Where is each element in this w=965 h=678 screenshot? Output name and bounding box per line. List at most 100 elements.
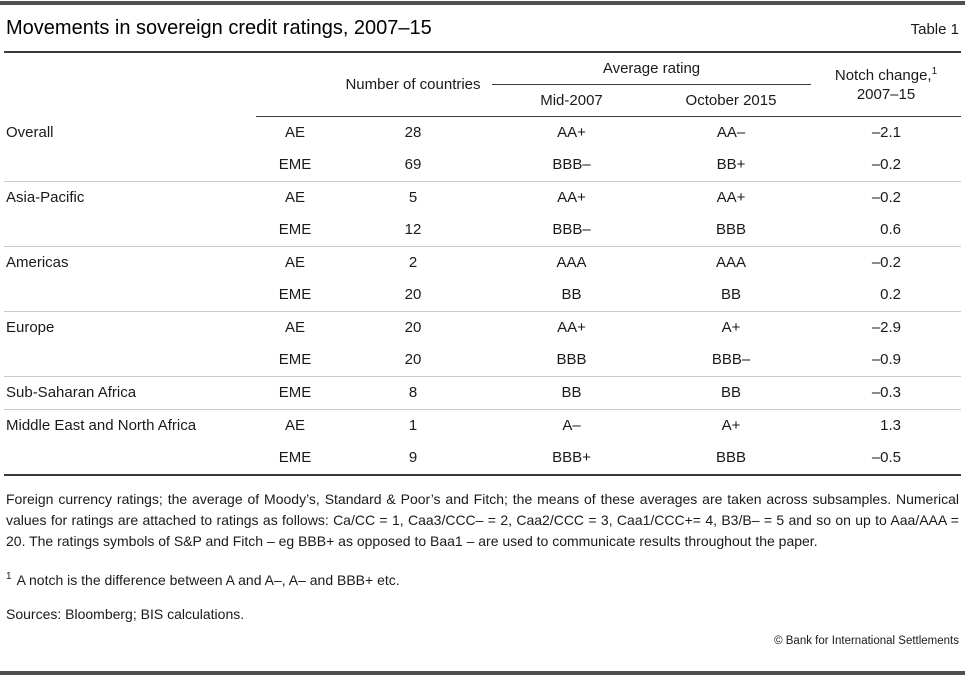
- region-cell: Europe: [4, 311, 256, 344]
- table-header: Number of countries Average rating Notch…: [4, 52, 962, 117]
- table-page: Movements in sovereign credit ratings, 2…: [4, 0, 962, 647]
- region-cell: Americas: [4, 246, 256, 279]
- page-top-rule: [0, 1, 965, 5]
- group-cell: AE: [256, 311, 334, 344]
- count-cell: 20: [404, 351, 422, 368]
- table-row: EME 20 BBB BBB– –0.9: [4, 344, 961, 377]
- notch-footnote-marker: 1: [931, 65, 938, 77]
- october-2015-cell: AA+: [651, 181, 812, 214]
- region-cell: Sub-Saharan Africa: [4, 376, 256, 410]
- header-group-blank: [256, 52, 334, 117]
- count-cell: 12: [404, 221, 422, 238]
- group-cell: EME: [256, 376, 334, 410]
- sources-line: Sources: Bloomberg; BIS calculations.: [6, 606, 245, 622]
- table-row: Americas AE 2 AAA AAA –0.2: [4, 246, 962, 279]
- notch-change-cell: –2.9: [811, 311, 962, 344]
- mid-2007-cell: BB: [492, 376, 651, 410]
- count-cell: 1: [334, 409, 492, 442]
- header-mid-2007: Mid-2007: [492, 84, 651, 117]
- page-bottom-rule: [0, 671, 965, 675]
- count-cell: 28: [404, 124, 422, 141]
- region-cell: [4, 279, 256, 312]
- header-average-rating: Average rating: [492, 52, 812, 85]
- table-row: EME 20 BB BB 0.2: [4, 279, 961, 312]
- table-row: Asia-Pacific AE 5 AA+ AA+ –0.2: [4, 181, 962, 214]
- notch-change-cell: –0.5: [871, 449, 902, 466]
- group-cell: AE: [256, 409, 334, 442]
- notch-change-label: Notch change,: [834, 66, 932, 84]
- header-notch-change: Notch change,1 2007–15: [811, 52, 962, 117]
- october-2015-cell: BBB–: [711, 351, 751, 368]
- group-cell: AE: [284, 124, 305, 141]
- region-cell: [4, 442, 256, 475]
- group-cell: EME: [278, 449, 312, 466]
- page-title: Movements in sovereign credit ratings, 2…: [6, 17, 432, 39]
- october-2015-cell: BBB: [716, 221, 747, 238]
- header-october-2015: October 2015: [651, 84, 812, 117]
- count-cell: 2: [334, 246, 492, 279]
- footnote-1: 1 A notch is the difference between A and…: [6, 570, 959, 590]
- count-cell: 69: [404, 156, 422, 173]
- header-number-of-countries: Number of countries: [334, 52, 492, 117]
- notch-change-cell: –0.2: [811, 246, 962, 279]
- mid-2007-cell: AA+: [557, 124, 586, 141]
- mid-2007-cell: BB: [561, 286, 582, 303]
- group-cell: EME: [278, 156, 312, 173]
- table-body: Overall AE 28 AA+ AA– –2.1 EME 69 BBB– B…: [4, 117, 962, 476]
- october-2015-cell: BB+: [716, 156, 746, 173]
- mid-2007-cell: AAA: [492, 246, 651, 279]
- notes-section: Foreign currency ratings; the average of…: [4, 489, 961, 624]
- october-2015-cell: AAA: [651, 246, 812, 279]
- general-note: Foreign currency ratings; the average of…: [6, 491, 959, 549]
- notch-change-cell: –0.9: [871, 351, 902, 368]
- group-cell: AE: [256, 181, 334, 214]
- notch-change-cell: –0.2: [871, 156, 902, 173]
- region-cell: [4, 214, 256, 247]
- region-cell: Asia-Pacific: [4, 181, 256, 214]
- mid-2007-cell: A–: [492, 409, 651, 442]
- notch-change-cell: 0.2: [880, 286, 902, 303]
- region-cell: Middle East and North Africa: [4, 409, 256, 442]
- october-2015-cell: A+: [651, 311, 812, 344]
- mid-2007-cell: AA+: [492, 311, 651, 344]
- notch-change-period: 2007–15: [856, 85, 916, 103]
- count-cell: 9: [408, 449, 418, 466]
- region-cell: Overall: [6, 123, 54, 141]
- group-cell: EME: [278, 221, 312, 238]
- footnote-1-marker: 1: [6, 571, 12, 583]
- table-row: EME 12 BBB– BBB 0.6: [4, 214, 961, 247]
- notch-change-cell: –0.3: [811, 376, 962, 410]
- october-2015-cell: A+: [651, 409, 812, 442]
- table-number-label: Table 1: [910, 21, 959, 38]
- count-cell: 20: [404, 286, 422, 303]
- october-2015-cell: BB: [721, 286, 742, 303]
- notch-change-cell: 0.6: [880, 221, 902, 238]
- table-row: Europe AE 20 AA+ A+ –2.9: [4, 311, 962, 344]
- count-cell: 8: [334, 376, 492, 410]
- title-row: Movements in sovereign credit ratings, 2…: [4, 0, 961, 51]
- footnote-1-text: A notch is the difference between A and …: [16, 572, 400, 588]
- header-region-blank: [4, 52, 256, 117]
- group-cell: EME: [278, 351, 312, 368]
- mid-2007-cell: AA+: [492, 181, 651, 214]
- group-cell: EME: [278, 286, 312, 303]
- october-2015-cell: BB: [651, 376, 812, 410]
- count-cell: 20: [334, 311, 492, 344]
- october-2015-cell: BBB: [716, 449, 747, 466]
- table-row: EME 69 BBB– BB+ –0.2: [4, 149, 961, 182]
- mid-2007-cell: BBB: [556, 351, 587, 368]
- notch-change-cell: 1.3: [811, 409, 962, 442]
- table-row: Middle East and North Africa AE 1 A– A+ …: [4, 409, 962, 442]
- notch-change-cell: –0.2: [811, 181, 962, 214]
- table-row: EME 9 BBB+ BBB –0.5: [4, 442, 961, 475]
- count-cell: 5: [334, 181, 492, 214]
- mid-2007-cell: BBB–: [552, 221, 591, 238]
- mid-2007-cell: BBB+: [552, 449, 591, 466]
- table-row: Sub-Saharan Africa EME 8 BB BB –0.3: [4, 376, 962, 410]
- region-cell: [4, 344, 256, 377]
- sovereign-ratings-table: Number of countries Average rating Notch…: [4, 51, 962, 476]
- region-cell: [4, 149, 256, 182]
- notch-change-cell: –2.1: [871, 124, 902, 141]
- table-row: Overall AE 28 AA+ AA– –2.1: [4, 117, 961, 150]
- group-cell: AE: [256, 246, 334, 279]
